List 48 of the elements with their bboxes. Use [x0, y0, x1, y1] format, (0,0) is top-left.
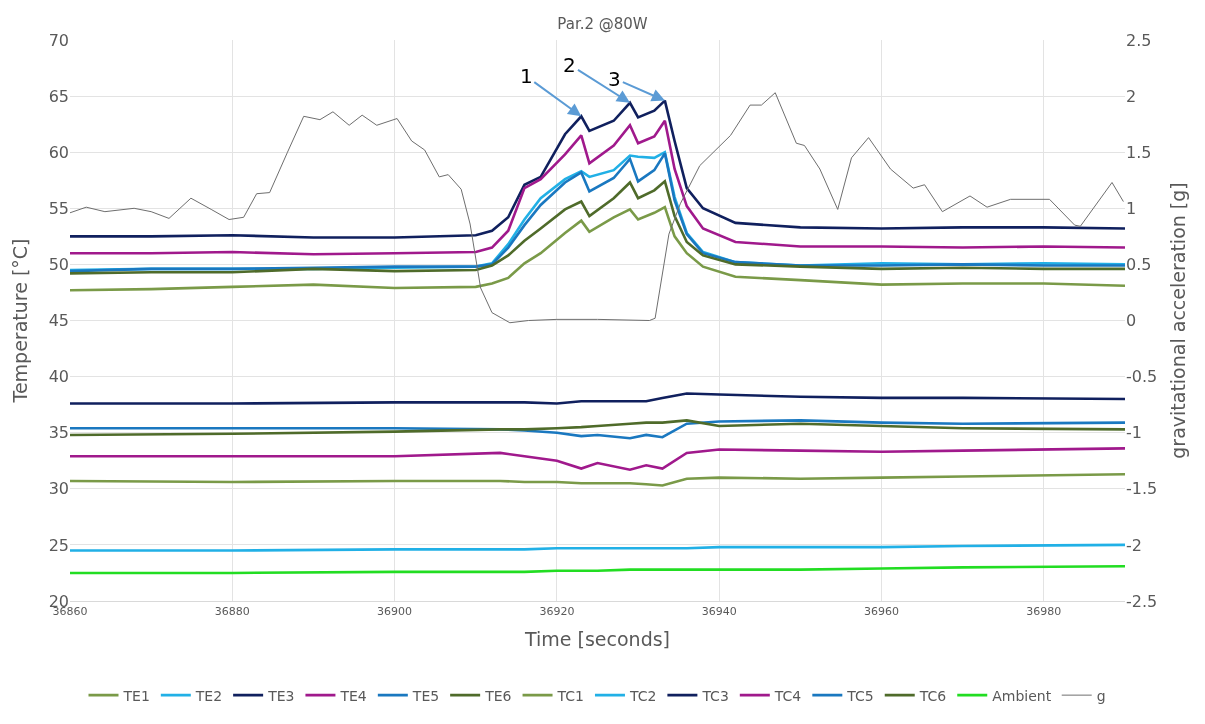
annotation: 3: [608, 67, 621, 91]
y2-tick-label: 2: [1126, 86, 1137, 106]
x-tick-label: 36980: [1026, 605, 1062, 619]
y2-tick-label: 0.5: [1126, 255, 1152, 274]
y-tick-label: 70: [48, 30, 69, 50]
x-tick-label: 36880: [214, 605, 250, 619]
legend-label: g: [1096, 687, 1106, 704]
legend-label: TE5: [411, 687, 440, 704]
legend-label: TC6: [918, 687, 947, 704]
annotation: 2: [563, 53, 576, 77]
legend-label: TE3: [267, 687, 295, 704]
legend-label: TC5: [846, 687, 874, 704]
y-tick-label: 55: [48, 198, 69, 218]
chart-title: Par.2 @80W: [557, 14, 648, 33]
x-tick-label: 36940: [701, 605, 737, 619]
y-tick-label: 45: [48, 311, 69, 331]
legend-label: TC1: [556, 687, 584, 704]
y2-tick-label: -1: [1126, 423, 1142, 443]
y2-tick-label: 1: [1126, 198, 1137, 218]
x-tick-label: 36900: [377, 605, 413, 619]
x-tick-label: 36960: [864, 605, 900, 619]
y2-tick-label: 1.5: [1126, 142, 1152, 162]
y2-tick-label: 2.5: [1126, 30, 1152, 50]
x-axis-title: Time [seconds]: [523, 628, 671, 650]
legend-label: TE4: [339, 687, 367, 704]
y-tick-label: 50: [48, 255, 69, 274]
legend-label: TC4: [773, 687, 802, 704]
y2-tick-label: 0: [1126, 311, 1137, 331]
legend-label: TE6: [484, 687, 512, 704]
y2-tick-label: -0.5: [1126, 367, 1158, 387]
y2-tick-label: -2: [1126, 535, 1142, 555]
y-axis-title: Temperature [°C]: [9, 238, 32, 404]
y2-axis-title: gravitational acceleration [g]: [1167, 182, 1190, 459]
y-tick-label: 35: [48, 423, 69, 443]
legend-label: TE2: [194, 687, 223, 704]
legend-label: Ambient: [992, 687, 1052, 704]
legend-label: TC2: [628, 687, 657, 704]
legend-label: TC3: [701, 687, 729, 704]
x-tick-label: 36920: [539, 605, 575, 619]
y-tick-label: 40: [48, 367, 69, 387]
y-tick-label: 25: [48, 535, 69, 555]
y-tick-label: 30: [48, 479, 69, 499]
annotation: 1: [520, 64, 533, 88]
legend-label: TE1: [122, 687, 150, 704]
y2-tick-label: -2.5: [1126, 591, 1158, 611]
y-tick-label: 60: [48, 142, 69, 162]
y2-tick-label: -1.5: [1126, 479, 1158, 499]
y-tick-label: 65: [48, 86, 69, 106]
